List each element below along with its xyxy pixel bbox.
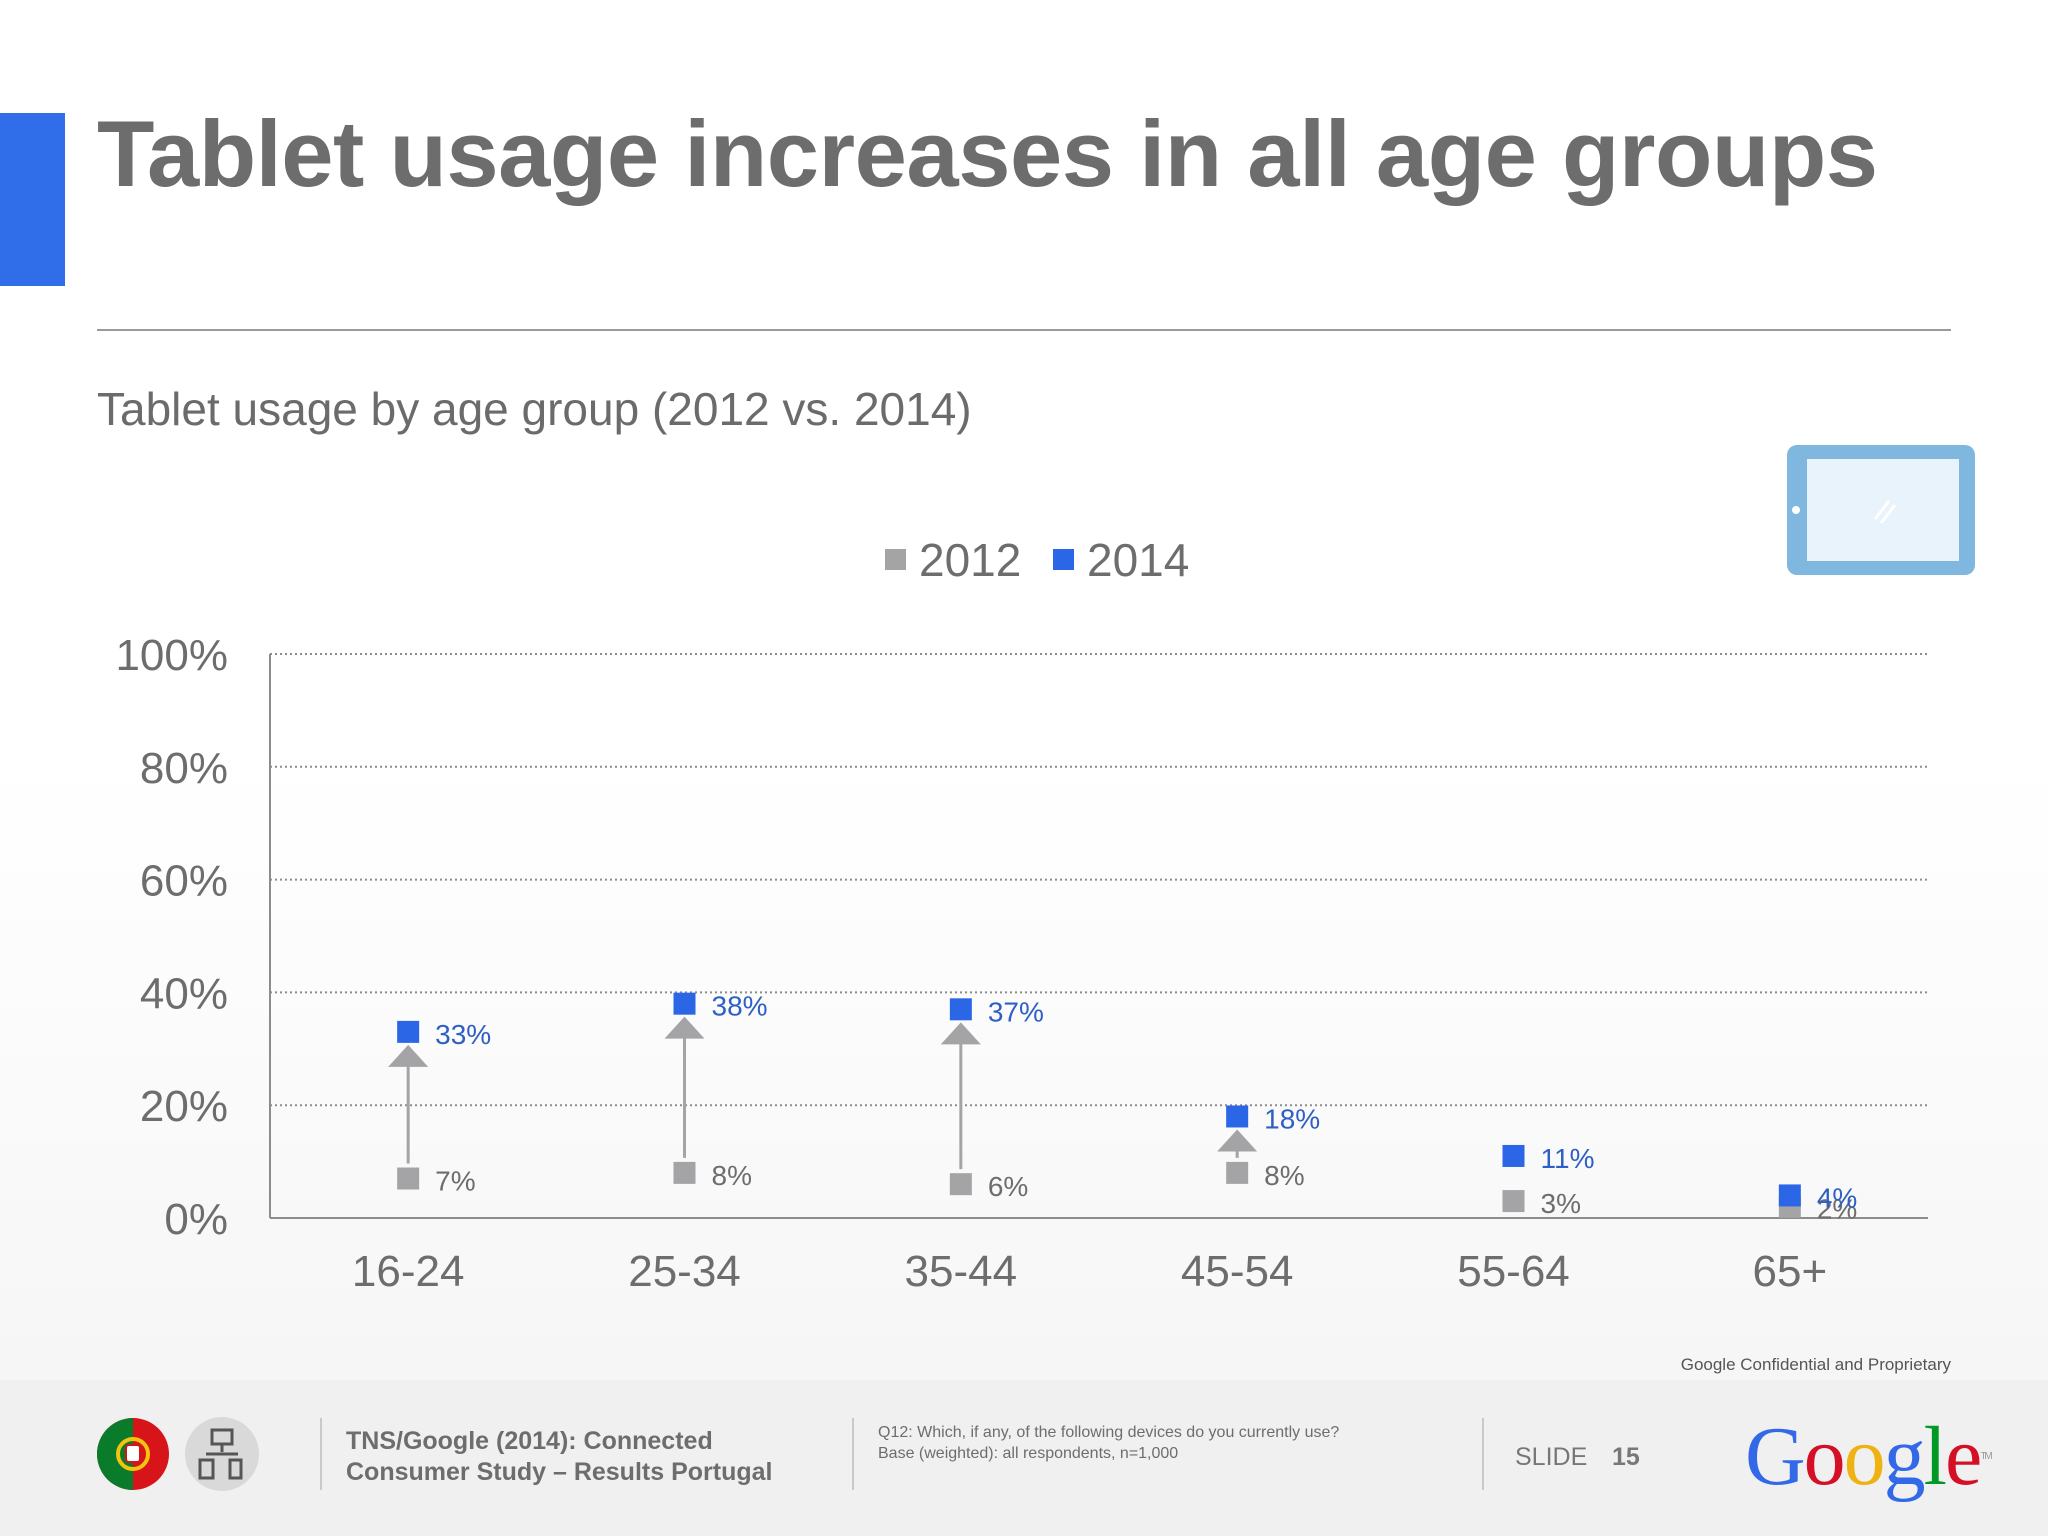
y-tick-label: 20% [140,1082,228,1131]
label-2014: 11% [1541,1143,1595,1174]
marker-2012 [1502,1190,1525,1213]
logo-letter: e [1945,1410,1982,1503]
slide-title: Tablet usage increases in all age groups [97,101,1878,206]
logo-letter: G [1745,1410,1806,1503]
logo-letter: g [1883,1410,1926,1503]
label-2012: 3% [1541,1188,1581,1219]
marker-2012 [949,1173,972,1196]
label-2014: 38% [712,991,768,1022]
change-arrow-head [940,1022,981,1045]
x-tick-label: 35-44 [905,1247,1018,1296]
y-tick-label: 40% [140,969,228,1018]
y-tick-label: 60% [140,857,228,906]
marker-2014 [1226,1105,1249,1128]
label-2014: 33% [435,1019,491,1050]
y-tick-label: 0% [164,1195,228,1244]
source-line-1: TNS/Google (2014): Connected [346,1427,713,1455]
title-divider [97,329,1951,331]
google-logo: GoogleTM [1745,1410,1993,1503]
footer-separator [320,1418,322,1490]
source-line-2: Consumer Study – Results Portugal [346,1458,773,1486]
footer [0,1380,2048,1536]
marker-2012 [397,1167,420,1190]
confidential-note: Google Confidential and Proprietary [1680,1355,1951,1374]
source-citation: TNS/Google (2014): Connected Consumer St… [346,1426,772,1488]
label-2012: 8% [712,1160,752,1191]
devices-icon [185,1417,259,1491]
slide-label: SLIDE [1515,1443,1588,1471]
google-logo-text: Google [1745,1410,1982,1503]
legend-swatch-2014 [1053,549,1074,570]
survey-question: Q12: Which, if any, of the following dev… [878,1422,1339,1464]
marker-2014 [1502,1144,1525,1167]
footer-separator [1482,1418,1484,1490]
marker-2012 [1226,1161,1249,1184]
chart: 0% 20% 40% 60% 80% 100% 16-24 25-34 35-44 45-54 55… [115,534,1928,1296]
trademark-mark: TM [1980,1451,1993,1462]
logo-letter: o [1843,1410,1886,1503]
y-tick-label: 80% [140,744,228,793]
logo-letter: o [1803,1410,1846,1503]
change-arrow-head [664,1016,705,1039]
marker-2012 [673,1161,696,1184]
footer-separator [852,1418,854,1490]
slide-number: 15 [1612,1443,1640,1471]
label-2012: 6% [988,1171,1028,1202]
x-tick-label: 65+ [1753,1247,1828,1296]
change-arrow-head [388,1044,429,1067]
label-2014: 18% [1264,1103,1320,1134]
chart-subtitle: Tablet usage by age group (2012 vs. 2014… [97,383,972,435]
x-tick-label: 25-34 [628,1247,741,1296]
question-line-1: Q12: Which, if any, of the following dev… [878,1424,1340,1441]
marker-2014 [1778,1184,1801,1207]
y-tick-label: 100% [115,631,228,680]
change-arrow-head [1217,1129,1258,1152]
logo-letter: l [1923,1410,1947,1503]
legend-swatch-2012 [885,549,906,570]
label-2012: 8% [1264,1160,1304,1191]
marker-2014 [673,992,696,1015]
title-accent-bar [0,113,65,286]
marker-2014 [397,1020,420,1043]
legend-label-2012: 2012 [919,534,1021,586]
label-2014: 4% [1817,1182,1857,1213]
label-2012: 2% [1817,1194,1857,1225]
tablet-icon [1787,445,1975,575]
x-tick-label: 45-54 [1181,1247,1294,1296]
x-tick-label: 55-64 [1457,1247,1570,1296]
portugal-flag-icon [97,1418,169,1490]
label-2012: 7% [435,1166,475,1197]
slide-background [0,0,2048,1380]
label-2014: 37% [988,996,1044,1027]
legend-label-2014: 2014 [1087,534,1189,586]
marker-2014 [949,998,972,1021]
x-tick-label: 16-24 [352,1247,465,1296]
question-line-2: Base (weighted): all respondents, n=1,00… [878,1445,1179,1462]
